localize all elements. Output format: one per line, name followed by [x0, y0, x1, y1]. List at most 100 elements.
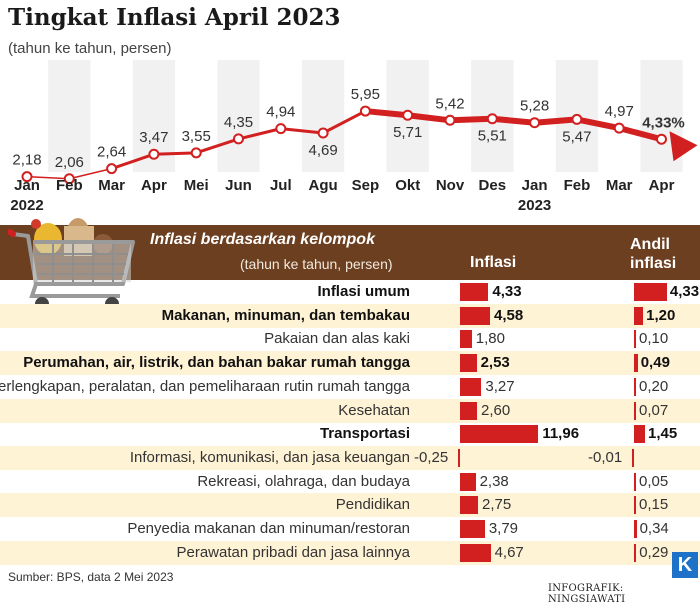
- data-label: 4,94: [266, 104, 295, 121]
- table-row: Makanan, minuman, dan tembakau 4,58 1,20: [0, 303, 700, 328]
- credit-note: INFOGRAFIK: NINGSIAWATI: [548, 583, 626, 605]
- inflasi-bar: [460, 377, 482, 396]
- andil-bar: [634, 520, 637, 538]
- table-row: Pendidikan 2,75 0,15: [0, 493, 700, 518]
- andil-bar: [634, 306, 644, 325]
- row-label: Transportasi: [319, 425, 410, 443]
- inflasi-bar: [460, 306, 490, 325]
- table-row: Rekreasi, olahraga, dan budaya 2,38 0,05: [0, 470, 700, 494]
- column-header-andil: Andil inflasi: [630, 235, 676, 273]
- andil-value: 0,15: [639, 496, 669, 514]
- inflasi-bar: [460, 496, 478, 515]
- andil-value: -0,01: [588, 448, 623, 466]
- table-row: Penyedia makanan dan minuman/restoran 3,7…: [0, 517, 700, 541]
- table-row: Informasi, komunikasi, dan jasa keuangan…: [0, 445, 700, 470]
- inflasi-value: 4,33: [492, 283, 522, 300]
- row-label: Makanan, minuman, dan tembakau: [161, 306, 410, 324]
- arrow-right-icon: [669, 131, 698, 162]
- inflasi-bar: [460, 425, 539, 444]
- data-label: 5,28: [520, 98, 549, 115]
- data-point: [656, 133, 667, 145]
- data-label: 4,33%: [642, 114, 685, 131]
- table-row: Pakaian dan alas kaki 1,80 0,10: [0, 327, 700, 351]
- data-label: 2,18: [12, 152, 41, 169]
- grid-band: [217, 60, 260, 172]
- andil-bar: [634, 543, 637, 562]
- andil-value: 0,29: [639, 543, 669, 561]
- inflasi-bar: [460, 354, 477, 373]
- row-label: Penyedia makanan dan minuman/restoran: [127, 520, 410, 537]
- andil-bar: [634, 330, 636, 349]
- table-group-subtitle: (tahun ke tahun, persen): [240, 256, 393, 272]
- x-tick-label: Feb: [56, 177, 83, 194]
- andil-value: 0,34: [639, 520, 669, 537]
- chart-title: Tingkat Inflasi April 2023: [8, 4, 341, 31]
- inflasi-value: 3,27: [485, 377, 515, 395]
- x-tick-label: Apr: [649, 177, 675, 194]
- inflasi-value: 2,38: [479, 472, 509, 490]
- row-label: Perawatan pribadi dan jasa lainnya: [176, 543, 411, 561]
- data-point: [529, 117, 541, 129]
- data-label: 5,47: [562, 128, 591, 145]
- kompas-logo: K: [672, 552, 698, 578]
- inflasi-bar: [460, 543, 491, 562]
- row-label: Perlengkapan, peralatan, dan pemeliharaa…: [0, 377, 410, 395]
- grid-band: [48, 60, 91, 172]
- table-group-title: Inflasi berdasarkan kelompok: [150, 231, 375, 248]
- data-point: [233, 133, 244, 145]
- data-label: 2,64: [97, 144, 126, 161]
- andil-bar: [634, 472, 636, 491]
- andil-value: 0,10: [639, 330, 669, 348]
- inflasi-value: 2,75: [482, 496, 512, 514]
- data-point: [106, 163, 118, 175]
- andil-bar: [634, 283, 667, 301]
- data-point: [402, 109, 414, 121]
- inflasi-value: -0,25: [414, 448, 449, 466]
- column-header-inflasi: Inflasi: [470, 254, 517, 271]
- row-label: Inflasi umum: [317, 283, 410, 300]
- inflasi-bar: [460, 283, 489, 301]
- data-point: [190, 147, 202, 159]
- inflasi-bar: [458, 448, 460, 467]
- inflasi-bar: [460, 472, 476, 491]
- data-label: 5,42: [435, 95, 464, 112]
- inflasi-value: 1,80: [475, 330, 505, 348]
- x-tick-label: Des: [479, 177, 507, 194]
- x-tick-label: Mar: [606, 177, 633, 194]
- x-tick-label: Jan: [522, 177, 548, 194]
- row-label: Pakaian dan alas kaki: [264, 330, 410, 348]
- x-tick-label: Nov: [436, 177, 465, 194]
- table-row: Perlengkapan, peralatan, dan pemeliharaa…: [0, 375, 700, 399]
- data-label: 4,97: [605, 103, 634, 120]
- data-label: 4,35: [224, 114, 253, 131]
- grid-band: [301, 60, 345, 172]
- row-label: Kesehatan: [338, 401, 410, 419]
- inflasi-bar: [460, 520, 485, 538]
- x-year-label: 2022: [10, 197, 43, 214]
- x-tick-label: Okt: [395, 177, 420, 194]
- data-point: [571, 113, 583, 125]
- x-tick-label: Apr: [141, 177, 167, 194]
- shopping-cart-icon: [8, 218, 135, 311]
- data-label: 2,06: [55, 154, 84, 171]
- data-point: [63, 173, 75, 185]
- data-point: [613, 122, 625, 134]
- table-row: Perumahan, air, listrik, dan bahan bakar…: [0, 351, 700, 376]
- andil-bar: [632, 448, 634, 467]
- inflasi-value: 4,67: [494, 543, 524, 561]
- andil-value: 0,07: [639, 401, 669, 419]
- andil-value: 4,33: [669, 283, 700, 300]
- x-tick-label: Jul: [270, 177, 292, 194]
- andil-bar: [634, 354, 638, 373]
- data-point: [359, 105, 371, 117]
- table-row: Perawatan pribadi dan jasa lainnya 4,67 0,…: [0, 540, 700, 565]
- andil-bar: [634, 425, 646, 444]
- x-tick-label: Sep: [352, 177, 380, 194]
- row-label: Perumahan, air, listrik, dan bahan bakar…: [23, 354, 410, 372]
- inflasi-bar: [460, 330, 472, 349]
- andil-value: 0,49: [640, 354, 670, 372]
- data-point: [444, 114, 456, 126]
- x-tick-label: Mei: [184, 177, 209, 194]
- data-point: [317, 127, 329, 139]
- inflasi-value: 2,53: [480, 354, 510, 372]
